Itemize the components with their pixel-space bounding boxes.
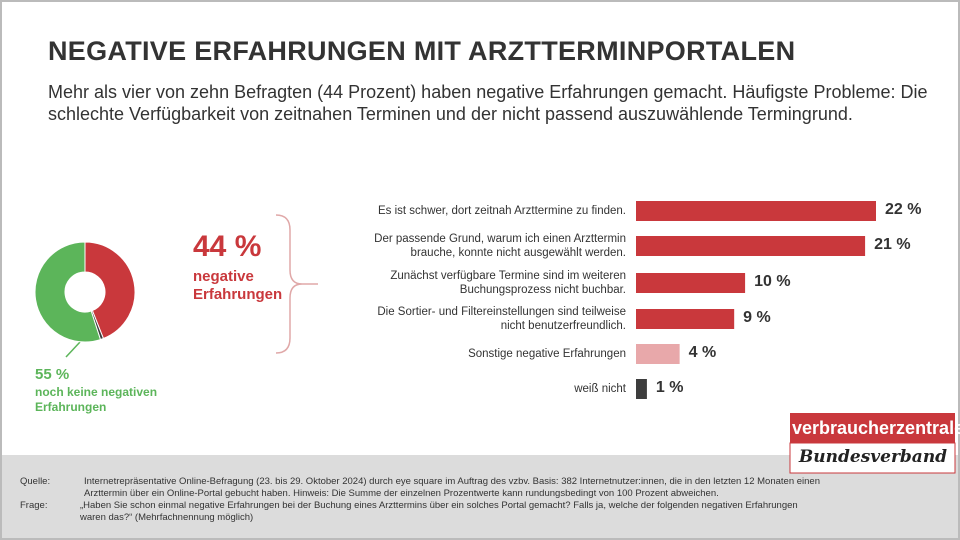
logo-box [790,413,955,443]
bar-category-label: Sonstige negative Erfahrungen [468,348,626,360]
bar [636,236,866,256]
leader-line [65,341,81,358]
bar-value-label: 22 % [885,201,922,218]
bar [636,273,746,293]
logo-sub: Bundesverband [798,447,948,467]
bar-value-label: 4 % [688,344,717,361]
question: „Haben Sie schon einmal negative Erfahru… [80,500,798,523]
bar [636,201,876,221]
question-label: Frage: [20,500,48,511]
source: Internetrepräsentative Online-Befragung … [84,476,820,499]
title: NEGATIVE ERFAHRUNGEN MIT ARZTTERMINPORTA… [48,36,796,66]
logo-sub-box [789,442,956,474]
pie-value-label: 44 % [193,230,262,263]
pie-category-label: noch keine negativen Erfahrungen [35,385,158,414]
bar-value-label: 10 % [754,273,791,290]
bar-value-label: 9 % [743,309,771,326]
logo-name: verbraucherzentrale [792,418,960,438]
bar-category-label: Die Sortier- und Filtereinstellungen sin… [377,306,626,332]
donut-slice [34,241,102,343]
bar [636,379,647,399]
bar-value-label: 1 % [655,379,684,396]
bar-category-label: Der passende Grund, warum ich einen Arzt… [374,233,626,259]
source-label: Quelle: [20,476,51,487]
bar [636,344,680,364]
bar-value-label: 21 % [874,236,911,253]
subtitle: Mehr als vier von zehn Befragten (44 Pro… [48,82,928,124]
pie-value-label: 55 % [35,366,70,383]
bar [636,309,735,329]
donut-slice [84,241,136,340]
bar-category-label: Es ist schwer, dort zeitnah Arzttermine … [377,205,626,217]
bar-category-label: Zunächst verfügbare Termine sind im weit… [390,270,626,296]
pie-category-label: negative Erfahrungen [193,268,283,303]
bar-category-label: weiß nicht [574,383,626,395]
